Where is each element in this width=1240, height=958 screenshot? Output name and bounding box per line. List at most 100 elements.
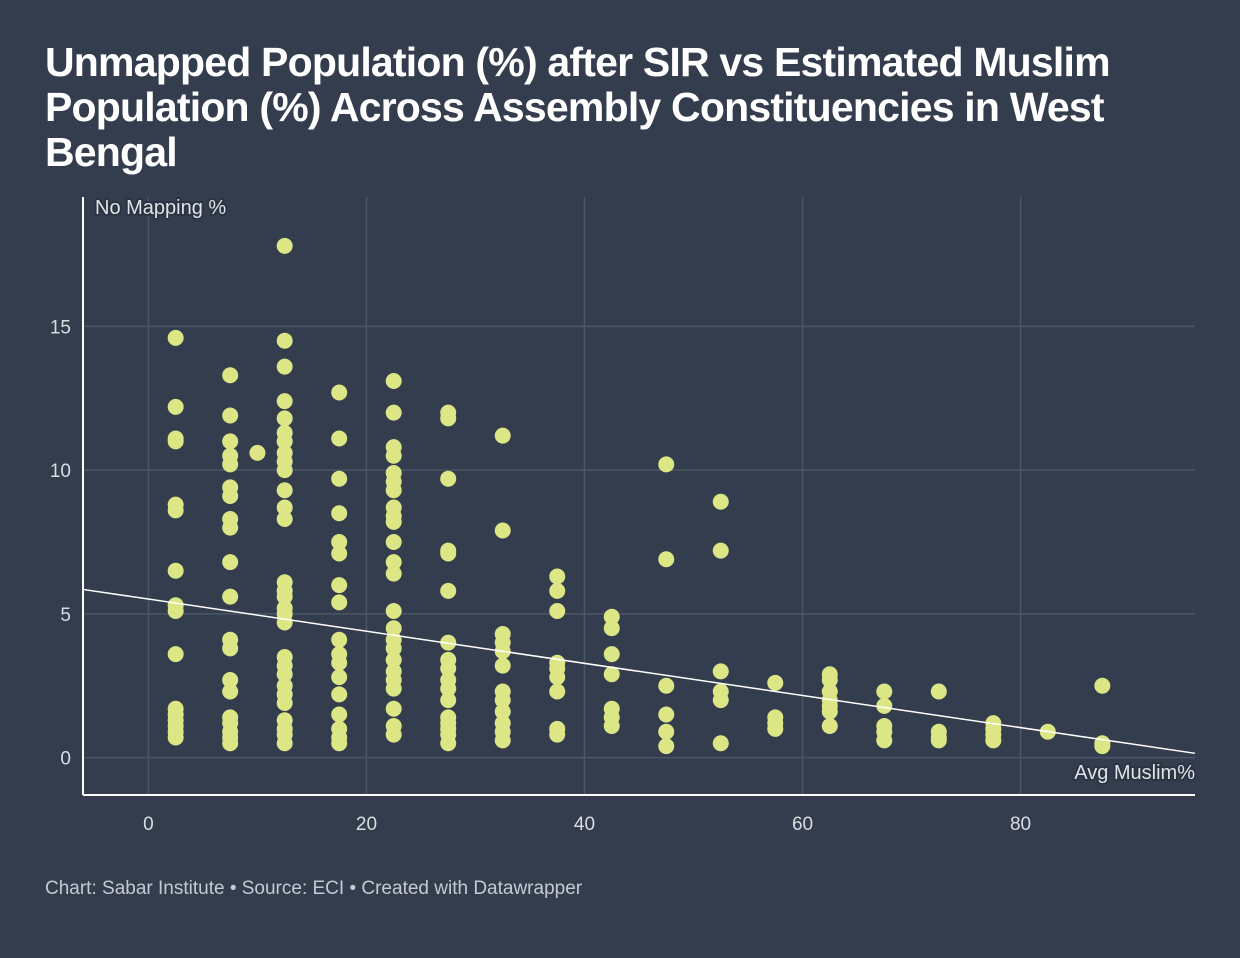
data-point bbox=[440, 545, 457, 562]
data-point bbox=[821, 718, 838, 734]
data-point bbox=[494, 692, 511, 709]
data-point bbox=[821, 703, 838, 720]
data-point bbox=[549, 726, 566, 743]
data-point bbox=[222, 519, 239, 536]
data-point bbox=[549, 603, 566, 619]
data-point bbox=[385, 651, 402, 668]
data-point bbox=[276, 735, 293, 752]
data-point bbox=[276, 433, 293, 450]
data-point bbox=[276, 237, 293, 254]
data-point bbox=[385, 640, 402, 657]
data-point bbox=[167, 502, 184, 519]
y-tick-label: 5 bbox=[60, 605, 71, 626]
data-point bbox=[276, 410, 293, 427]
data-point bbox=[167, 646, 184, 663]
data-point bbox=[222, 672, 239, 688]
data-point bbox=[821, 672, 838, 688]
data-point bbox=[549, 582, 566, 599]
data-point bbox=[222, 433, 239, 450]
data-point bbox=[385, 565, 402, 582]
data-point bbox=[331, 631, 348, 648]
data-point bbox=[331, 577, 348, 594]
data-point bbox=[276, 358, 293, 375]
data-point bbox=[440, 410, 457, 427]
data-point bbox=[549, 669, 566, 686]
data-point bbox=[712, 663, 729, 680]
data-point bbox=[440, 680, 457, 697]
data-point bbox=[1094, 738, 1111, 755]
data-point bbox=[985, 732, 1002, 749]
data-point bbox=[767, 674, 784, 691]
data-point bbox=[385, 700, 402, 717]
data-point bbox=[385, 513, 402, 530]
gridlines bbox=[83, 197, 1195, 795]
data-point bbox=[712, 542, 729, 559]
data-point bbox=[549, 683, 566, 700]
data-point bbox=[603, 620, 620, 637]
data-point bbox=[385, 447, 402, 464]
data-point bbox=[222, 407, 239, 424]
data-point bbox=[222, 367, 239, 384]
data-point bbox=[712, 493, 729, 510]
data-point bbox=[494, 732, 511, 749]
data-point bbox=[876, 732, 893, 749]
data-point bbox=[658, 723, 675, 740]
data-point bbox=[385, 620, 402, 637]
data-point bbox=[167, 398, 184, 415]
data-point bbox=[440, 660, 457, 677]
x-tick-label: 40 bbox=[574, 814, 595, 835]
data-point bbox=[876, 697, 893, 714]
data-point bbox=[440, 470, 457, 487]
data-point bbox=[767, 720, 784, 737]
data-point bbox=[276, 666, 293, 683]
data-point bbox=[222, 554, 239, 571]
x-tick-label: 60 bbox=[792, 814, 813, 835]
x-axis-title: Avg Muslim% bbox=[1074, 762, 1195, 784]
data-point bbox=[331, 430, 348, 447]
data-point bbox=[276, 695, 293, 711]
data-point bbox=[276, 614, 293, 631]
chart-footer: Chart: Sabar Institute • Source: ECI • C… bbox=[45, 878, 583, 899]
data-point bbox=[276, 588, 293, 605]
data-point bbox=[603, 608, 620, 625]
tick-labels: 0 20 40 60 80 0 5 10 15 bbox=[50, 317, 1031, 835]
y-tick-label: 15 bbox=[50, 317, 71, 338]
data-point bbox=[385, 482, 402, 499]
data-point bbox=[331, 534, 348, 550]
data-point bbox=[222, 456, 239, 473]
data-point bbox=[331, 470, 348, 487]
data-point bbox=[222, 588, 239, 605]
data-point bbox=[494, 657, 511, 674]
data-point bbox=[331, 686, 348, 703]
data-point bbox=[222, 488, 239, 504]
data-point bbox=[658, 456, 675, 473]
data-point bbox=[222, 683, 239, 700]
y-tick-label: 10 bbox=[50, 461, 71, 482]
data-point bbox=[331, 505, 348, 522]
data-point bbox=[440, 735, 457, 752]
y-tick-label: 0 bbox=[60, 749, 71, 770]
data-point bbox=[549, 568, 566, 585]
data-point bbox=[331, 735, 348, 752]
x-tick-label: 80 bbox=[1010, 814, 1031, 835]
data-point bbox=[658, 551, 675, 568]
data-point bbox=[658, 677, 675, 694]
data-point bbox=[385, 554, 402, 571]
data-point bbox=[658, 738, 675, 755]
data-point bbox=[222, 735, 239, 752]
x-tick-label: 0 bbox=[143, 814, 154, 835]
data-point bbox=[712, 692, 729, 709]
data-point bbox=[222, 640, 239, 657]
data-point bbox=[276, 393, 293, 410]
data-point bbox=[494, 703, 511, 720]
data-point bbox=[385, 726, 402, 743]
data-point bbox=[1094, 677, 1111, 694]
data-point bbox=[494, 522, 511, 539]
trend-line bbox=[82, 588, 1196, 755]
data-point bbox=[167, 433, 184, 450]
data-point bbox=[331, 654, 348, 671]
data-point bbox=[167, 562, 184, 579]
data-point bbox=[276, 511, 293, 527]
data-point bbox=[331, 384, 348, 401]
